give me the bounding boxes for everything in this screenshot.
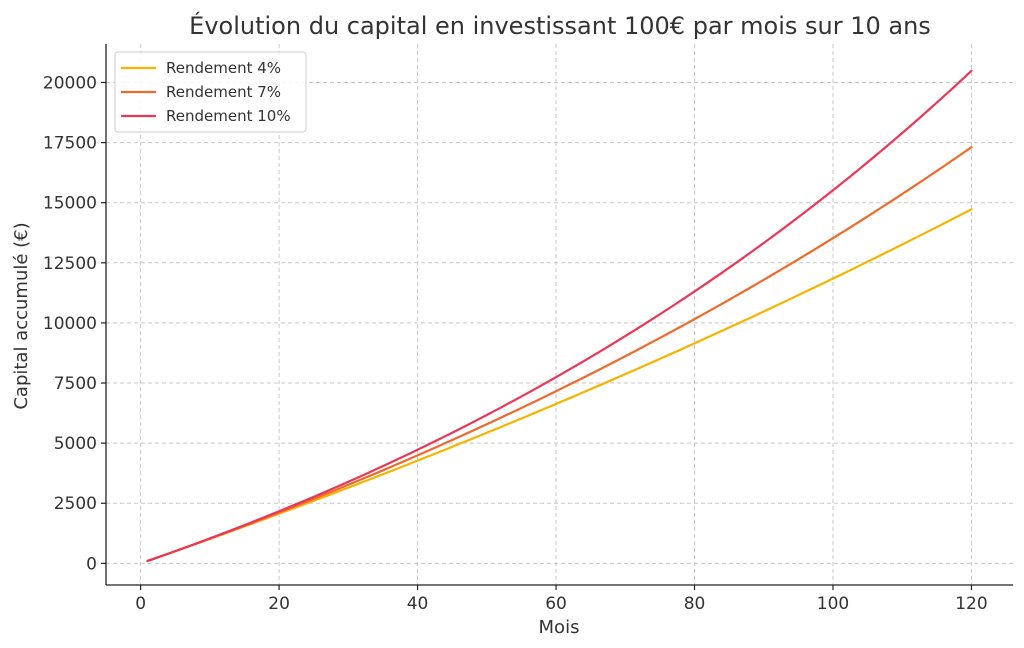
x-axis-label: Mois — [539, 617, 580, 638]
legend-label-4: Rendement 4% — [166, 59, 281, 77]
legend: Rendement 4% Rendement 7% Rendement 10% — [114, 51, 307, 133]
grid — [106, 44, 1013, 585]
series-lines — [146, 69, 973, 563]
legend-box — [114, 51, 307, 133]
series-line-2 — [146, 146, 973, 563]
x-tick-label: 100 — [817, 594, 849, 614]
x-tick-label: 40 — [407, 594, 429, 614]
x-tick-label: 120 — [955, 594, 987, 614]
y-axis-label: Capital accumulé (€) — [11, 222, 32, 409]
y-tick-label: 12500 — [43, 254, 97, 274]
x-tick-label: 60 — [545, 594, 567, 614]
axes: 0 20 40 60 80 100 120 0 2500 5000 7500 10000 12500 15… — [43, 44, 1013, 614]
x-tick-label: 20 — [268, 594, 290, 614]
y-tick-label: 15000 — [43, 194, 97, 214]
y-tick-label: 0 — [86, 554, 97, 574]
y-tick-label: 7500 — [54, 374, 97, 394]
series-line-1 — [146, 208, 973, 563]
y-tick-label: 20000 — [43, 73, 97, 93]
y-tick-label: 17500 — [43, 134, 97, 154]
series-line-3 — [146, 69, 973, 563]
y-tick-label: 5000 — [54, 434, 97, 454]
legend-label-7: Rendement 7% — [166, 83, 281, 101]
x-tick-label: 0 — [135, 594, 146, 614]
y-tick-label: 2500 — [54, 494, 97, 514]
x-tick-label: 80 — [684, 594, 706, 614]
legend-label-10: Rendement 10% — [166, 107, 291, 125]
chart-title: Évolution du capital en investissant 100… — [189, 11, 931, 40]
y-tick-label: 10000 — [43, 314, 97, 334]
